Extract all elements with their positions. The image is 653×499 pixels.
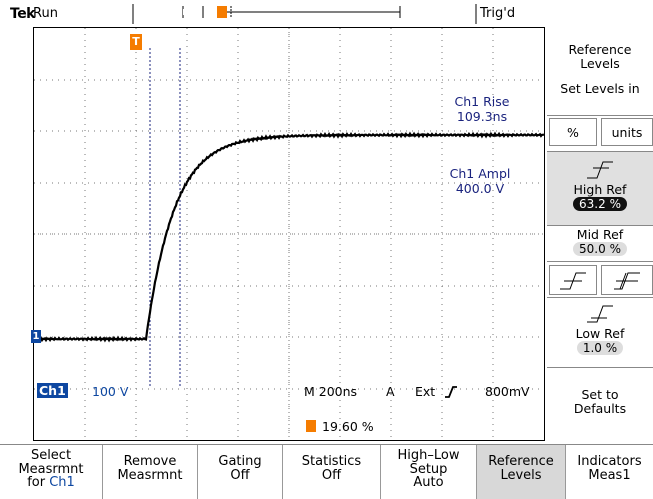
high-low-setup-button[interactable]: High–Low Setup Auto: [381, 445, 477, 499]
units-option[interactable]: units: [601, 118, 653, 146]
status-bar: Tek Run Trig'd: [0, 0, 653, 26]
low-ref-label: Low Ref: [575, 326, 625, 341]
trigger-status: Trig'd: [480, 6, 516, 21]
remove-measurement-button[interactable]: Remove Measrmnt: [103, 445, 198, 499]
trigger-level: 800mV: [485, 384, 530, 399]
trigger-position-icon: [217, 6, 227, 18]
low-ref-value: 1.0 %: [576, 341, 624, 355]
high-ref-edge-icon: [587, 161, 613, 179]
trigger-marker-icon: T: [130, 34, 142, 50]
high-ref-button[interactable]: High Ref 63.2 %: [547, 151, 653, 225]
high-ref-value: 63.2 %: [573, 197, 627, 211]
high-ref-label: High Ref: [573, 182, 627, 197]
percent-option[interactable]: %: [549, 118, 597, 146]
ampl-readout: Ch1 Ampl 400.0 V: [430, 166, 530, 196]
set-defaults-button[interactable]: Set to Defaults: [547, 367, 653, 441]
single-edge-icon: [560, 272, 586, 290]
select-measurement-button[interactable]: Select Measrmnt for Ch1: [0, 445, 103, 499]
ch1-ground-marker: 1: [31, 330, 41, 343]
brand-label: Tek: [10, 6, 36, 22]
low-ref-button[interactable]: Low Ref 1.0 %: [547, 297, 653, 367]
waveform-display: T 1 Ch1 Rise 109.3ns Ch1 Ampl 400.0 V Ch…: [31, 27, 545, 441]
set-defaults-label: Set to Defaults: [573, 387, 627, 416]
trigger-source: Ext: [415, 384, 436, 399]
mid-ref-mode[interactable]: [547, 261, 653, 297]
units-toggle[interactable]: % units: [547, 115, 653, 147]
mid-ref-button[interactable]: Mid Ref 50.0 %: [547, 225, 653, 261]
rise-readout: Ch1 Rise 109.3ns: [432, 94, 532, 124]
rise-label: Ch1 Rise: [454, 94, 510, 109]
channel-scale: 100 V: [92, 384, 129, 399]
reference-levels-button[interactable]: Reference Levels: [477, 445, 566, 499]
graticule: [34, 28, 544, 440]
timebase-label: M 200ns: [304, 384, 358, 399]
bottom-menu: Select Measrmnt for Ch1 Remove Measrmnt …: [0, 444, 653, 499]
low-ref-edge-icon: [587, 305, 613, 323]
statistics-button[interactable]: Statistics Off: [283, 445, 381, 499]
channel-link: Ch1: [49, 475, 75, 490]
acquisition-state: Run: [33, 6, 58, 21]
record-bar: [132, 4, 477, 24]
trigger-mode: A: [386, 384, 395, 399]
single-edge-option[interactable]: [549, 265, 597, 295]
set-levels-label: Set Levels in: [560, 81, 640, 96]
side-menu: Reference Levels Set Levels in % units H…: [547, 27, 653, 441]
ampl-value: 400.0 V: [455, 181, 505, 196]
rise-value: 109.3ns: [456, 109, 508, 124]
ampl-label: Ch1 Ampl: [449, 166, 511, 181]
trigger-position-value: 19.60 %: [322, 419, 374, 434]
channel-label: Ch1: [37, 383, 68, 398]
menu-title-text: Reference Levels: [568, 42, 632, 71]
rising-edge-icon: [445, 386, 457, 398]
double-edge-icon: [614, 272, 640, 290]
gating-button[interactable]: Gating Off: [198, 445, 283, 499]
indicators-button[interactable]: Indicators Meas1: [577, 454, 642, 483]
menu-title: Reference Levels: [547, 27, 653, 79]
ch1-waveform: [34, 131, 544, 343]
mid-ref-label: Mid Ref: [576, 227, 624, 242]
trigger-position-marker-icon: [306, 420, 316, 432]
double-edge-option[interactable]: [601, 265, 653, 295]
mid-ref-value: 50.0 %: [573, 242, 627, 256]
